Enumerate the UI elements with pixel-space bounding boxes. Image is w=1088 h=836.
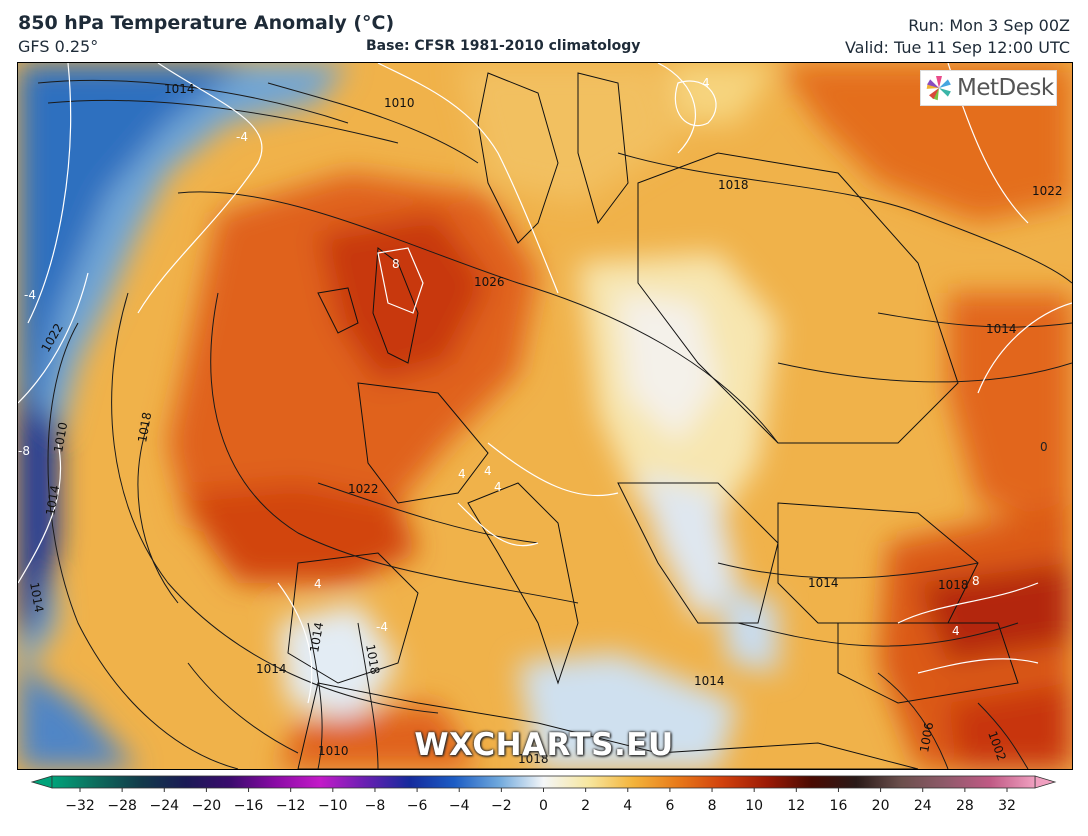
metdesk-logo-text: MetDesk	[957, 75, 1054, 101]
isobar-label: 1014	[808, 576, 839, 590]
isobar-label: 1018	[363, 643, 382, 676]
isobar-label: 1014	[27, 581, 46, 614]
isobar-label: 1010	[318, 744, 349, 758]
colorbar-tick-label: −4	[449, 798, 470, 814]
isobar-label: 1014	[986, 322, 1017, 336]
colorbar-max-arrow	[1034, 775, 1057, 789]
chart-title: 850 hPa Temperature Anomaly (°C)	[18, 12, 395, 34]
colorbar-tick-label: 24	[914, 798, 932, 814]
colorbar-gradient	[51, 775, 1036, 789]
anomaly-label: -4	[24, 288, 36, 302]
colorbar-tick-label: −28	[107, 798, 137, 814]
anomaly-label: 4	[494, 480, 502, 494]
anomaly-label: 8	[972, 574, 980, 588]
run-label: Run: Mon 3 Sep 00Z	[908, 16, 1070, 35]
colorbar-tick-label: 28	[956, 798, 974, 814]
anomaly-label: 0	[1040, 440, 1048, 454]
metdesk-pinwheel-logo-icon	[926, 76, 951, 101]
colorbar-tick-label: −32	[65, 798, 95, 814]
colorbar-tick-label: 10	[745, 798, 763, 814]
anomaly-label: 4	[314, 577, 322, 591]
colorbar-tick-label: −24	[149, 798, 179, 814]
colorbar-segments	[30, 775, 1057, 789]
isobar-label: 1014	[43, 484, 62, 517]
isobar-label: 1010	[51, 421, 70, 454]
climatology-base-label: Base: CFSR 1981-2010 climatology	[366, 38, 641, 54]
anomaly-label: 4	[458, 467, 466, 481]
model-label: GFS 0.25°	[18, 37, 99, 56]
colorbar-tick-label: 4	[623, 798, 632, 814]
colorbar-tick-label: 12	[787, 798, 805, 814]
isobar-label: 1014	[164, 82, 195, 96]
anomaly-label: 4	[484, 464, 492, 478]
anomaly-label: 4	[702, 76, 710, 90]
colorbar-min-arrow	[30, 775, 53, 789]
colorbar-tick-labels: −32 −28 −24 −20 −16 −12 −10 −8 −6 −4 −2 0 2 4 6 8 10 12 16…	[65, 788, 1016, 814]
metdesk-logo: MetDesk	[920, 70, 1057, 106]
isobar-label: 1022	[348, 482, 379, 496]
colorbar-tick-label: −6	[407, 798, 428, 814]
isobar-label: 1022	[1032, 184, 1063, 198]
anomaly-label: -8	[18, 444, 30, 458]
anomaly-label: -4	[376, 620, 388, 634]
anomaly-map[interactable]: 1014 1010 1026 1022 1018 1014 1022 1018 …	[17, 62, 1073, 770]
isobar-label: 1018	[518, 752, 549, 766]
valid-time-label: Valid: Tue 11 Sep 12:00 UTC	[844, 38, 1070, 57]
colorbar-tick-label: −20	[192, 798, 222, 814]
isobar-label: 1026	[474, 275, 505, 289]
colorbar-tick-label: −10	[318, 798, 348, 814]
color-scale-bar: −32 −28 −24 −20 −16 −12 −10 −8 −6 −4 −2 0 2 4 6 8 10 12 16…	[0, 772, 1088, 832]
anomaly-label: 8	[392, 257, 400, 271]
colorbar-tick-label: 16	[830, 798, 848, 814]
isobar-label: 1018	[938, 578, 969, 592]
isobar-label: 1014	[307, 621, 326, 654]
colorbar-tick-label: −12	[276, 798, 306, 814]
isobar-label: 1018	[718, 178, 749, 192]
colorbar-tick-label: −2	[491, 798, 512, 814]
colorbar-tick-label: −16	[234, 798, 264, 814]
anomaly-label-group: -4 -4 8 4 4 4 4 4 8 4 0 -8 -4	[18, 76, 1048, 638]
anomaly-label: -4	[236, 130, 248, 144]
wxcharts-watermark: WXCHARTS.EU	[414, 727, 674, 763]
anomaly-label: 4	[952, 624, 960, 638]
colorbar-tick-label: 0	[539, 798, 548, 814]
isobar-label: 1006	[917, 721, 936, 754]
isobar-label: 1010	[384, 96, 415, 110]
colorbar-tick-label: 32	[998, 798, 1016, 814]
colorbar-tick-label: 20	[872, 798, 890, 814]
isobar-label: 1014	[694, 674, 725, 688]
colorbar-tick-label: −8	[365, 798, 386, 814]
colorbar-tick-label: 2	[581, 798, 590, 814]
isobar-label: 1014	[256, 662, 287, 676]
isobars	[37, 79, 1072, 769]
colorbar-tick-label: 8	[708, 798, 717, 814]
isobar-label: 1018	[135, 411, 154, 444]
colorbar-tick-label: 6	[665, 798, 674, 814]
coastlines	[287, 72, 1019, 769]
